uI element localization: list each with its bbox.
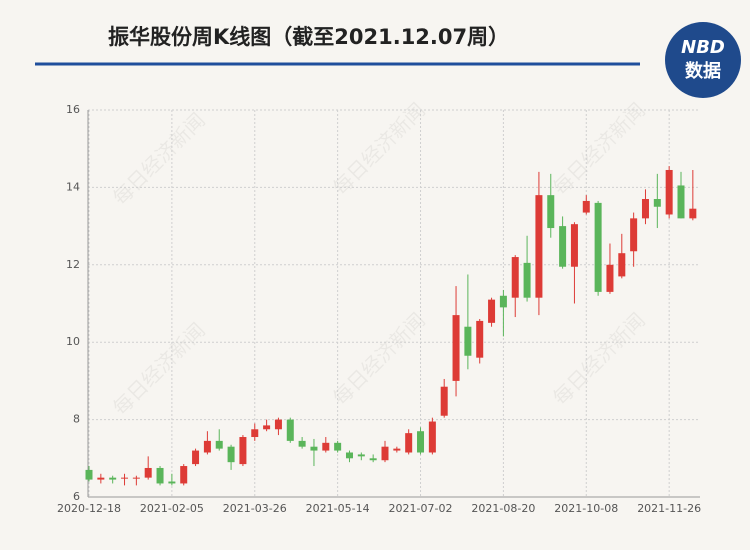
watermark: 每日经济新闻 [108,108,210,210]
y-tick-label: 12 [66,258,80,271]
candle-body [251,429,259,438]
chart-title: 振华股份周K线图（截至2021.12.07周） [108,25,509,49]
candle-body [464,326,472,356]
candle-body [85,469,93,480]
candle-body [535,195,543,298]
candle-body [215,440,223,449]
candle-body [689,208,697,219]
candle-body [274,419,282,430]
candle-body [121,477,129,479]
candle-body [393,448,401,451]
candle-body [428,421,436,453]
watermark: 每日经济新闻 [548,308,650,410]
candle-body [665,169,673,215]
candle-body [345,452,353,459]
y-tick-label: 8 [73,413,80,426]
watermark: 每日经济新闻 [548,98,650,200]
y-tick-label: 14 [66,180,80,193]
candle-body [618,253,626,277]
x-tick-label: 2021-07-02 [389,502,453,515]
candle-body [322,442,330,451]
candle-body [132,477,140,479]
candle-body [559,226,567,267]
candle-body [263,425,271,430]
candle-body [381,446,389,461]
candle-body [488,299,496,323]
candle-body [357,454,365,457]
candle-body [109,477,117,480]
x-tick-label: 2021-03-26 [223,502,287,515]
candle-body [97,477,105,480]
candle-body [192,450,200,465]
candle-body [334,442,342,451]
candle-body [310,446,318,451]
candle-body [677,185,685,219]
x-tick-label: 2021-11-26 [637,502,701,515]
candle-body [476,320,484,358]
logo-text: NBD [681,37,725,58]
candle-body [653,199,661,207]
candle-body [499,295,507,308]
candle-body [547,195,555,229]
x-tick-label: 2021-05-14 [306,502,370,515]
logo-text: 数据 [685,60,721,82]
x-tick-label: 2021-08-20 [471,502,535,515]
watermark: 每日经济新闻 [328,98,430,200]
candle-body [417,431,425,453]
candle-body [440,386,448,416]
y-tick-label: 16 [66,103,80,116]
x-tick-label: 2021-10-08 [554,502,618,515]
candle-body [594,202,602,292]
logo [665,22,741,98]
candle-body [511,257,519,298]
candle-body [452,315,460,381]
candle-body [641,199,649,219]
y-tick-label: 6 [73,490,80,503]
candle-body [369,458,377,461]
candle-body [523,262,531,298]
candle-body [298,440,306,447]
x-tick-label: 2021-02-05 [140,502,204,515]
candle-body [286,419,294,441]
y-tick-label: 10 [66,335,80,348]
candle-body [239,437,247,465]
candle-body [203,440,211,453]
candle-body [570,224,578,267]
candle-body [606,264,614,292]
candle-body [168,481,176,484]
candle-body [156,467,164,484]
candle-body [582,200,590,213]
watermark: 每日经济新闻 [108,318,210,420]
watermark: 每日经济新闻 [328,308,430,410]
candle-body [180,466,188,484]
x-tick-label: 2020-12-18 [57,502,121,515]
candle-body [227,446,235,463]
candle-body [405,433,413,453]
candle-body [630,218,638,252]
candle-body [144,467,152,478]
